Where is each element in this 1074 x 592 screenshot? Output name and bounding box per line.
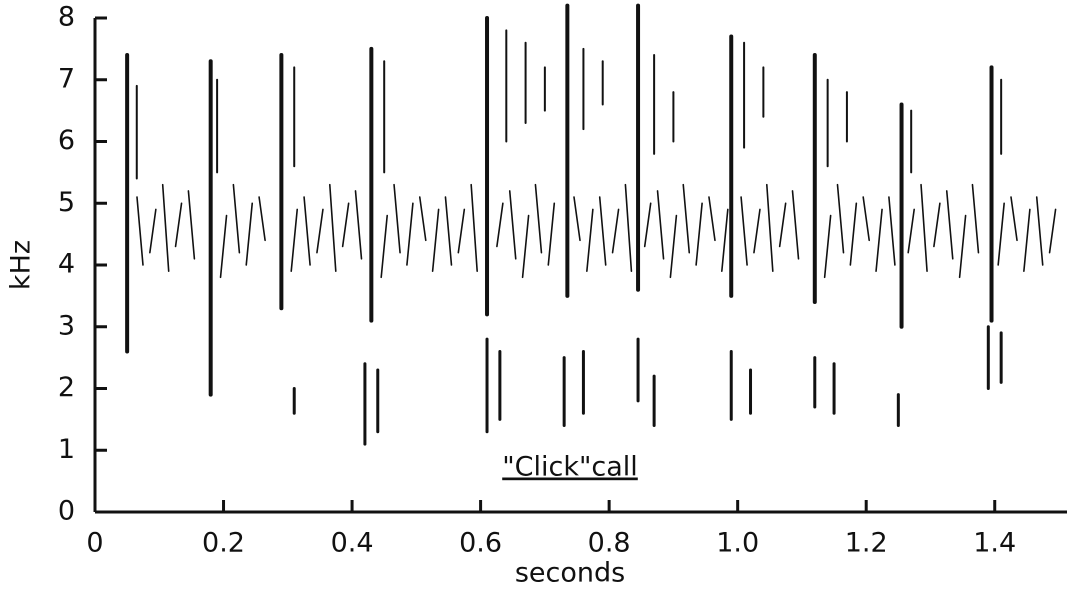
spectral-stroke (444, 196, 453, 266)
x-tick-label: 0.6 (459, 528, 502, 559)
spectral-stroke (907, 208, 915, 254)
spectral-stroke (669, 214, 678, 279)
spectral-stroke (682, 183, 691, 254)
spectral-stroke (753, 208, 761, 254)
spectral-stroke (721, 208, 729, 272)
spectral-stroke (508, 190, 517, 260)
y-tick-label: 7 (58, 63, 75, 94)
spectral-stroke (341, 202, 350, 248)
spectral-stroke (521, 214, 530, 279)
spectral-stroke (232, 183, 241, 254)
x-tick-label: 0.4 (331, 528, 374, 559)
x-tick-label: 0.2 (202, 528, 245, 559)
spectral-stroke (586, 208, 594, 272)
x-tick-label: 1.0 (716, 528, 759, 559)
spectral-stroke (888, 196, 896, 266)
y-tick-label: 8 (58, 2, 75, 33)
spectral-stroke (695, 202, 703, 266)
spectral-stroke (971, 183, 980, 254)
spectral-stroke (573, 196, 581, 242)
y-tick-label: 0 (58, 496, 75, 527)
spectral-stroke (431, 208, 440, 272)
spectral-stroke (496, 202, 504, 248)
x-axis-label: seconds (515, 558, 625, 589)
x-tick-label: 1.2 (845, 528, 888, 559)
annotation: "Click"call (502, 452, 638, 483)
spectral-stroke (933, 202, 941, 248)
spectral-stroke (161, 183, 170, 272)
spectral-stroke (136, 196, 144, 266)
spectral-stroke (656, 190, 665, 260)
spectral-stroke (791, 190, 800, 260)
spectral-stroke (303, 196, 311, 266)
spectral-stroke (1048, 208, 1057, 254)
spectral-stroke (624, 183, 633, 272)
spectral-stroke (997, 202, 1005, 266)
spectral-stroke (149, 208, 157, 254)
spectral-stroke (862, 196, 871, 242)
spectral-stroke (765, 183, 774, 272)
spectral-stroke (823, 214, 832, 279)
spectral-stroke (643, 202, 652, 248)
spectral-stroke (470, 183, 478, 272)
spectral-stroke (1023, 208, 1031, 272)
spectral-stroke (849, 202, 858, 266)
spectral-stroke (945, 190, 954, 260)
spectral-stroke (598, 196, 607, 266)
spectral-stroke (316, 208, 324, 254)
x-tick-label: 0 (86, 528, 103, 559)
y-axis-label: kHz (6, 240, 37, 290)
y-tick-label: 1 (58, 434, 75, 465)
spectral-stroke (740, 196, 748, 266)
y-tick-label: 4 (58, 249, 75, 280)
spectral-stroke (418, 196, 427, 242)
spectral-stroke (708, 196, 716, 242)
spectral-stroke (380, 214, 389, 279)
y-tick-label: 6 (58, 125, 75, 156)
y-tick-label: 5 (58, 187, 75, 218)
y-tick-label: 3 (58, 310, 75, 341)
spectral-stroke (328, 183, 337, 272)
spectral-stroke (836, 183, 845, 254)
spectral-stroke (875, 208, 883, 272)
spectral-stroke (245, 202, 254, 266)
spectral-stroke (547, 202, 556, 266)
spectral-stroke (354, 190, 363, 260)
spectral-stroke (290, 208, 299, 272)
spectral-stroke (457, 208, 466, 254)
spectral-stroke (1035, 196, 1044, 266)
spectral-stroke (1010, 196, 1018, 242)
spectral-stroke (187, 190, 196, 260)
spectral-stroke (219, 214, 228, 279)
spectral-stroke (534, 183, 543, 254)
spectral-stroke (778, 202, 787, 248)
spectral-stroke (258, 196, 266, 242)
y-tick-label: 2 (58, 372, 75, 403)
spectral-stroke (174, 202, 183, 248)
spectral-stroke (958, 214, 967, 279)
spectral-stroke (406, 202, 414, 266)
x-tick-label: 1.4 (973, 528, 1016, 559)
x-tick-label: 0.8 (588, 528, 631, 559)
spectral-stroke (393, 183, 401, 254)
spectral-stroke (611, 208, 620, 254)
spectral-stroke (920, 183, 928, 272)
